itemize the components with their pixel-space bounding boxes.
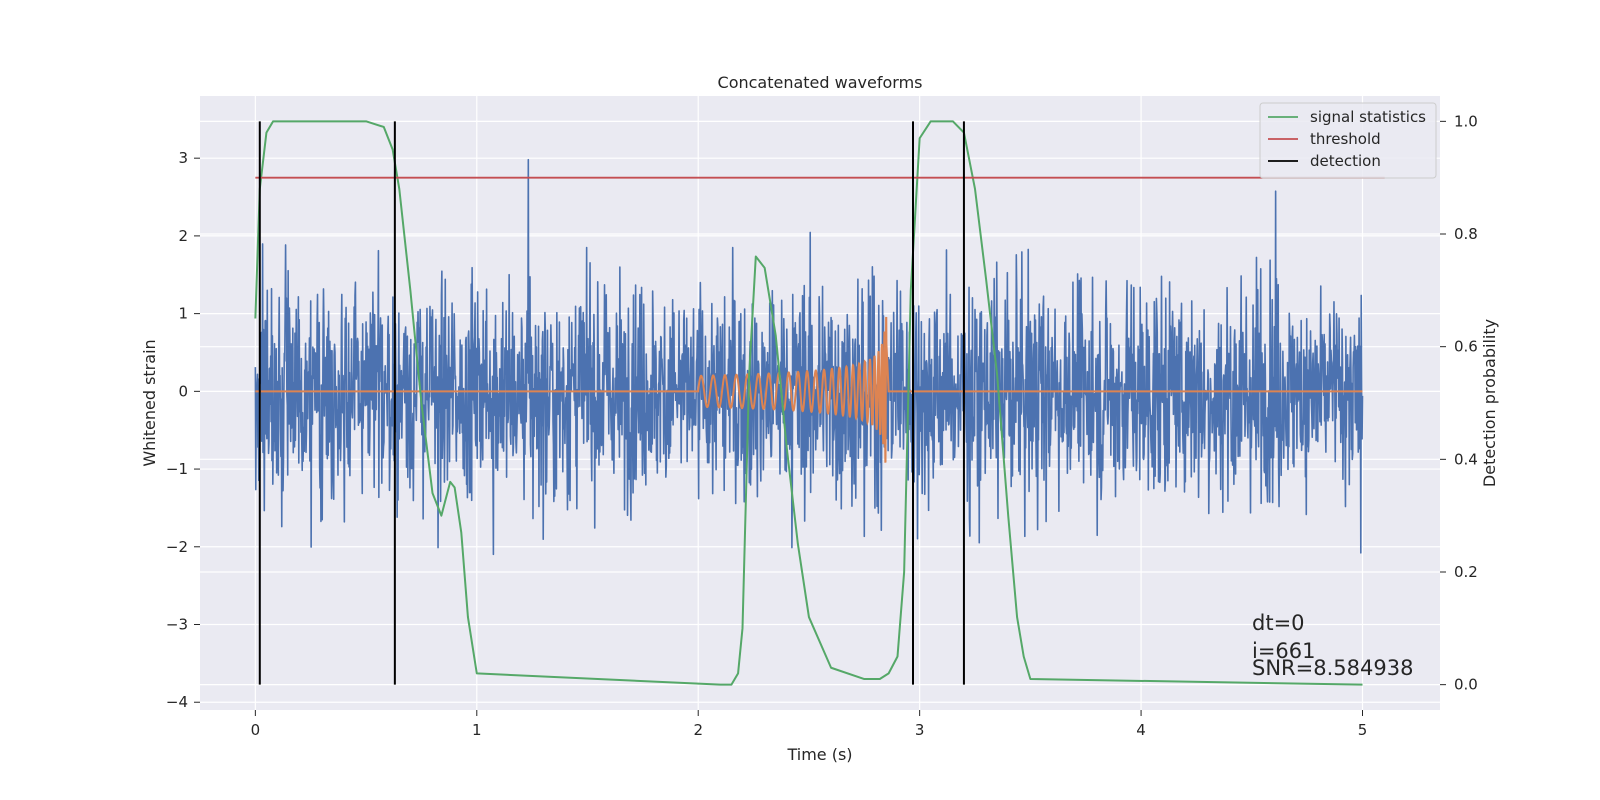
left-y-tick-label: 0 [178,382,188,400]
x-tick-label: 4 [1136,721,1146,739]
template-series [255,316,1363,463]
left-y-tick-label: 3 [178,149,188,167]
x-tick-label: 3 [915,721,925,739]
legend-label-signal-statistics: signal statistics [1310,108,1426,126]
right-y-tick-label: 1.0 [1454,112,1478,130]
strain-series [254,158,1364,556]
right-y-tick-label: 0.8 [1454,225,1478,243]
legend-label-threshold: threshold [1310,130,1381,148]
annotation-dt: dt=0 [1252,611,1305,635]
right-y-tick-label: 0.0 [1454,676,1478,694]
right-y-tick-label: 0.2 [1454,563,1478,581]
x-tick-label: 0 [251,721,261,739]
left-y-tick-label: −3 [166,616,188,634]
x-tick-label: 2 [693,721,703,739]
left-y-tick-label: −1 [166,460,188,478]
detection-lines [258,121,965,685]
x-tick-label: 1 [472,721,482,739]
plot-area [254,120,1385,686]
left-y-tick-label: −4 [166,693,188,711]
right-y-axis-label: Detection probability [1480,319,1499,487]
strain-line [254,158,1364,556]
right-y-tick-label: 0.4 [1454,450,1478,468]
x-axis-label: Time (s) [786,745,852,764]
left-y-tick-label: 1 [178,305,188,323]
right-y-tick-label: 0.6 [1454,338,1478,356]
annotation-index: i=661 [1252,639,1316,663]
annotation-snr: SNR=8.584938 [1252,656,1413,680]
template-chirp-line [255,316,1363,463]
left-y-axis-ticks: −4 −3 −2 −1 0 1 2 3 [166,149,200,711]
x-tick-label: 5 [1358,721,1368,739]
legend-label-detection: detection [1310,152,1381,170]
chart-title: Concatenated waveforms [718,73,923,92]
left-y-axis-label: Whitened strain [140,339,159,466]
right-y-axis-ticks: 0.0 0.2 0.4 0.6 0.8 1.0 [1440,112,1478,694]
left-y-tick-label: −2 [166,538,188,556]
x-axis-ticks: 0 1 2 3 4 5 [251,710,1368,739]
left-y-tick-label: 2 [178,227,188,245]
legend-box [1259,102,1437,179]
legend: signal statistics threshold detection [1259,102,1437,179]
